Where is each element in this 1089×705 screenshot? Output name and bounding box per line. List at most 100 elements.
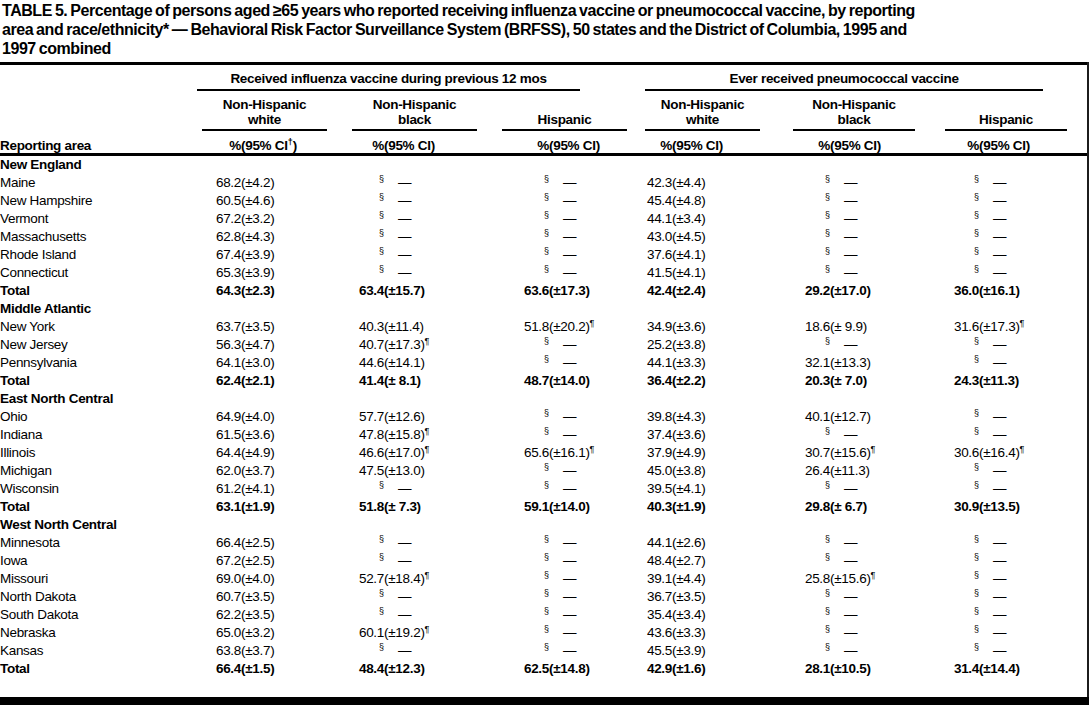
percent-cell: § [488,336,549,354]
ci-cell: — [384,174,488,192]
percent-cell: § [760,336,830,354]
ci-cell: (±3.5) [241,318,332,336]
ci-cell: (±3.4) [672,210,760,228]
percent-cell: § [488,192,549,210]
ci-cell: — [979,210,1089,228]
ci-cell: — [384,246,488,264]
percent-cell: § [488,228,549,246]
table-row: New Hampshire60.5(±4.6)§—§—45.4(±4.8)§—§… [0,192,1089,210]
percent-cell: § [760,552,830,570]
table-row: North Dakota60.7(±3.5)§—§—36.7(±3.5)§—§— [0,588,1089,606]
percent-cell: § [332,246,384,264]
ci-cell: — [384,210,488,228]
percent-cell: 24.3 [940,372,979,390]
ci-cell: — [549,408,642,426]
ci-cell: (±2.5) [241,534,332,552]
percent-cell: § [760,642,830,660]
ci-cell: (±12.7) [830,408,940,426]
section-name: West North Central [0,516,1089,534]
span-header-row: Received influenza vaccine during previo… [0,64,1089,91]
ci-cell: — [549,624,642,642]
table-row: Michigan62.0(±3.7)47.5(±13.0)§—45.0(±3.8… [0,462,1089,480]
ci-cell: — [830,246,940,264]
ci-cell: — [384,264,488,282]
ci-cell: (±4.8) [672,192,760,210]
percent-cell: § [940,210,979,228]
ci-cell: — [549,192,642,210]
percent-cell: 62.0 [183,462,241,480]
percent-cell: 69.0 [183,570,241,588]
ci-cell: (± 6.7) [830,498,940,516]
area-cell: North Dakota [0,588,183,606]
table-title-line-2: area and race/ethnicity* — Behavioral Ri… [2,20,1087,39]
percent-cell: § [760,624,830,642]
percent-cell: 45.0 [642,462,672,480]
group-header-label: Non-Hispanic black [352,97,477,131]
percent-cell: § [332,228,384,246]
ci-cell: (±2.4) [672,282,760,300]
group-header-row: Non-Hispanic white Non-Hispanic black Hi… [0,91,1089,131]
ci-cell: — [830,624,940,642]
ci-cell: — [979,480,1089,498]
percent-cell: § [488,624,549,642]
ci-cell: (±3.7) [241,642,332,660]
ci-cell: (±4.5) [672,228,760,246]
ci-cell: — [549,552,642,570]
table-page: TABLE 5. Percentage of persons aged ≥65 … [0,0,1089,705]
percent-cell: § [332,192,384,210]
ci-cell: — [979,606,1089,624]
ci-cell: — [549,264,642,282]
ci-cell: (±4.6) [241,192,332,210]
group-header-label: Hispanic [945,112,1067,131]
ci-cell: (±17.0) [830,282,940,300]
ci-cell: — [830,534,940,552]
table-row: Illinois64.4(±4.9)46.6(±17.0)¶65.6(±16.1… [0,444,1089,462]
percent-cell: 62.8 [183,228,241,246]
percent-cell: § [332,642,384,660]
table-row: South Dakota62.2(±3.5)§—§—35.4(±3.4)§—§— [0,606,1089,624]
percent-cell: 48.4 [332,660,384,678]
ci-cell: (±15.6)¶ [830,570,940,588]
ci-cell: (±13.0) [384,462,488,480]
percent-cell: § [940,408,979,426]
percent-cell: 44.1 [642,534,672,552]
table-row: Vermont67.2(±3.2)§—§—44.1(±3.4)§—§— [0,210,1089,228]
percent-cell: 40.3 [332,318,384,336]
ci-cell: — [549,354,642,372]
area-cell: New York [0,318,183,336]
area-cell: Total [0,498,183,516]
percent-cell: § [760,588,830,606]
ci-cell: — [979,588,1089,606]
table-row: Kansas63.8(±3.7)§—§—45.5(±3.9)§—§— [0,642,1089,660]
ci-cell: (±3.9) [241,264,332,282]
percent-cell: § [760,606,830,624]
ci-cell: (±12.6) [384,408,488,426]
ci-cell: (±4.0) [241,408,332,426]
percent-cell: 64.4 [183,444,241,462]
percent-cell: 20.3 [760,372,830,390]
percent-cell: 48.4 [642,552,672,570]
ci-cell: — [830,192,940,210]
section-name: Middle Atlantic [0,300,1089,318]
percent-cell: 63.4 [332,282,384,300]
ci-cell: — [830,336,940,354]
percent-cell: 45.5 [642,642,672,660]
ci-cell: (±4.1) [672,480,760,498]
ci-cell: — [549,606,642,624]
vaccination-table: Received influenza vaccine during previo… [0,62,1089,678]
table-row: New Jersey56.3(±4.7)40.7(±17.3)¶§—25.2(±… [0,336,1089,354]
ci-cell: (±2.2) [672,372,760,390]
percent-cell: 40.7 [332,336,384,354]
ci-cell: (±4.3) [672,408,760,426]
group-header-label: Non-Hispanic white [202,97,327,131]
ci-cell: (±3.5) [672,588,760,606]
area-cell: Maine [0,174,183,192]
ci-cell: (±3.6) [672,318,760,336]
area-cell: Pennsylvania [0,354,183,372]
ci-cell: (±14.1) [384,354,488,372]
ci-cell: (± 7.0) [830,372,940,390]
percent-cell: 28.1 [760,660,830,678]
column-header-ci: (95% CI) [672,131,760,155]
percent-cell: 65.0 [183,624,241,642]
ci-cell: — [549,480,642,498]
